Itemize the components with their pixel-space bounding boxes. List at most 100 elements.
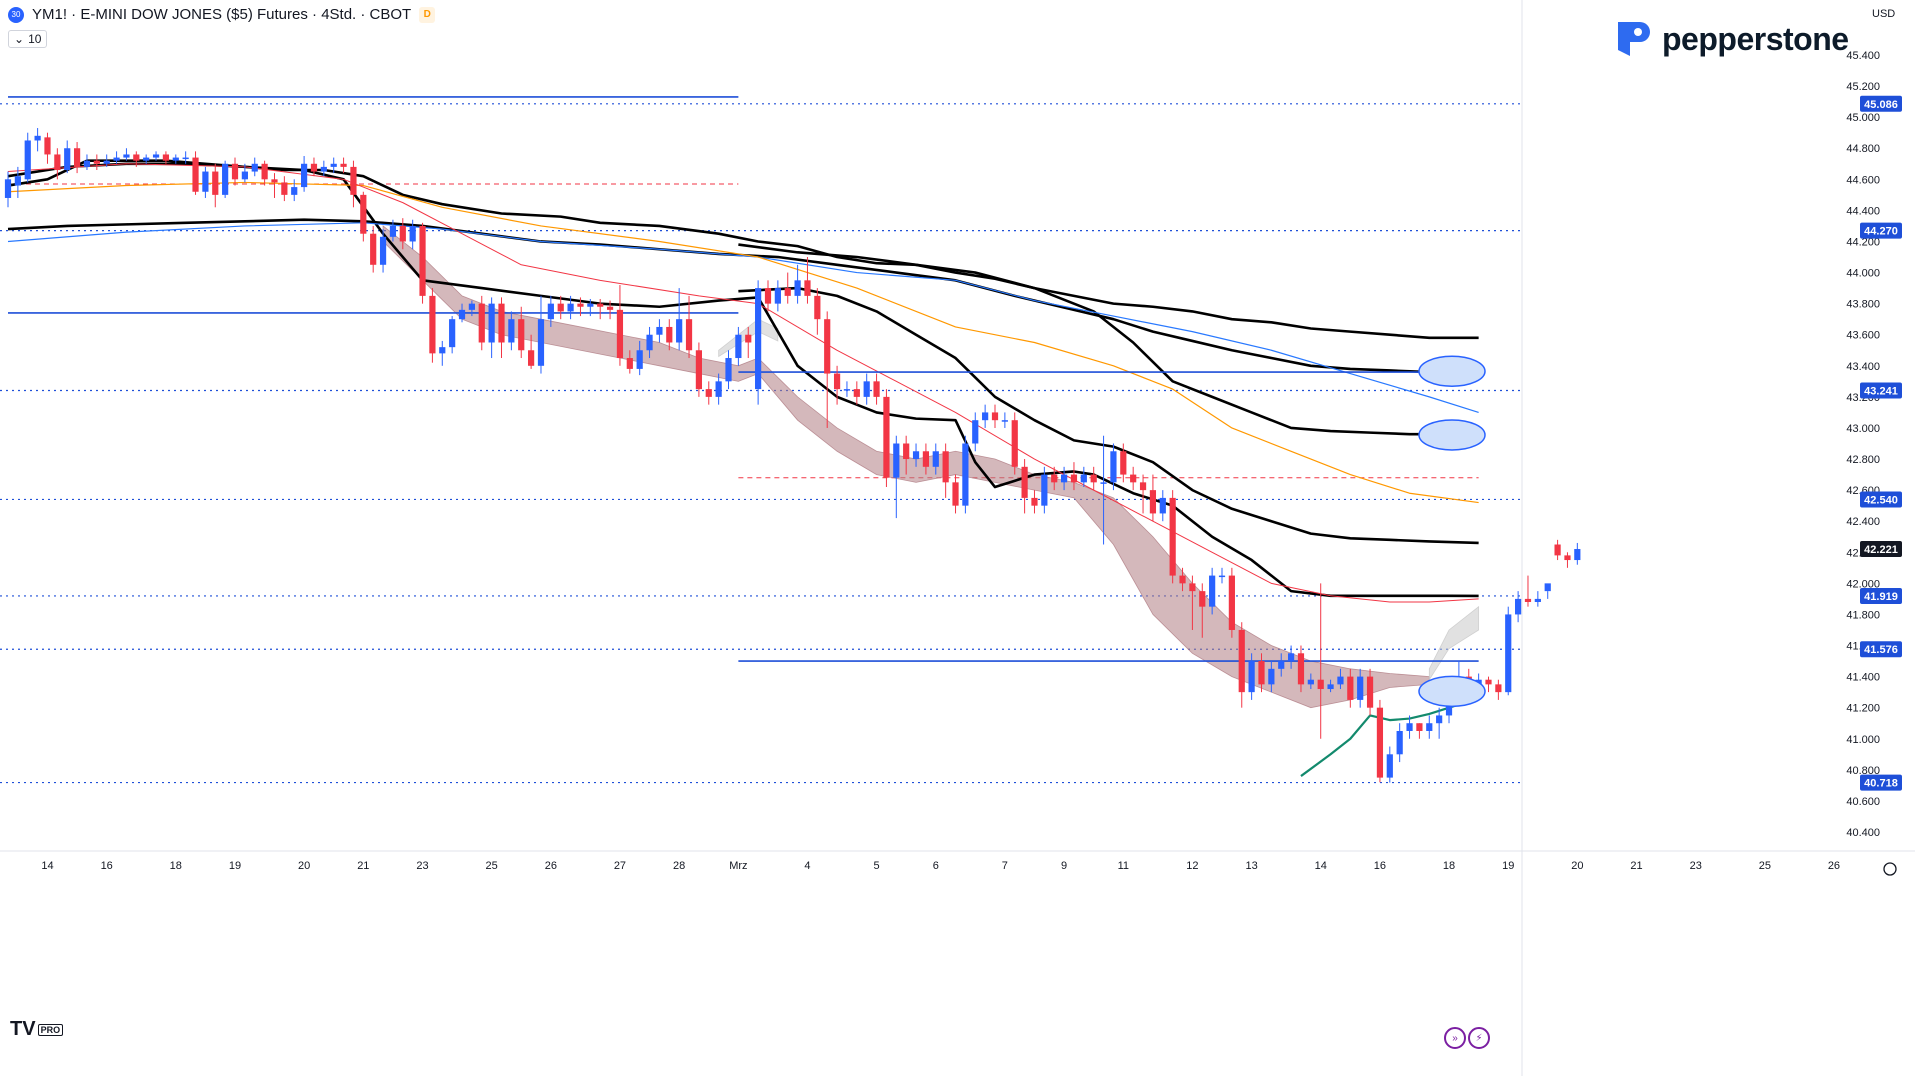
candle-body xyxy=(616,309,624,359)
x-tick-label: 23 xyxy=(1690,860,1702,872)
candle-body xyxy=(1534,598,1541,603)
x-tick-label: 14 xyxy=(1315,860,1327,872)
x-tick-label: 13 xyxy=(1245,860,1257,872)
candle-body xyxy=(1396,730,1403,755)
tradingview-logo[interactable]: TV PRO xyxy=(10,1018,64,1041)
candle-body xyxy=(537,319,545,366)
candle-body xyxy=(597,303,604,307)
candle-body xyxy=(1001,420,1008,422)
candle-body xyxy=(1495,684,1502,693)
candle-body xyxy=(745,334,752,343)
candle-body xyxy=(942,451,949,483)
candle-body xyxy=(1406,723,1413,731)
symbol-title[interactable]: YM1! · E-MINI DOW JONES ($5) Futures · 4… xyxy=(32,6,412,23)
candle-body xyxy=(291,187,298,195)
candle-body xyxy=(646,334,653,351)
volume-legend[interactable]: ⌄ 10 xyxy=(8,30,48,48)
candle-body xyxy=(508,319,515,343)
price-label-text: 45.086 xyxy=(1864,99,1898,111)
candle-body xyxy=(241,171,248,180)
candle-body xyxy=(567,303,574,312)
candle-body xyxy=(1060,474,1068,483)
price-label-text: 41.919 xyxy=(1864,591,1898,603)
candle-body xyxy=(1120,451,1127,475)
candle-body xyxy=(1041,474,1048,506)
indicator-line xyxy=(7,162,1479,598)
y-tick-label: 42.400 xyxy=(1846,516,1880,528)
candle-body xyxy=(73,148,81,167)
candle-body xyxy=(577,303,584,307)
candle-body xyxy=(350,166,357,195)
candle-body xyxy=(4,179,12,198)
y-tick-label: 44.200 xyxy=(1846,236,1880,248)
y-tick-label: 44.400 xyxy=(1846,205,1880,217)
candle-body xyxy=(399,225,406,242)
x-tick-label: 26 xyxy=(1828,860,1840,872)
candle-body xyxy=(271,179,278,183)
candle-body xyxy=(379,236,387,265)
candle-body xyxy=(794,280,801,296)
delayed-badge: D xyxy=(419,6,436,23)
candle-body xyxy=(1505,614,1512,693)
candle-body xyxy=(774,288,781,304)
lightning-icon[interactable]: ⚡ xyxy=(1468,1027,1490,1049)
candle-body xyxy=(1179,575,1186,584)
candle-body xyxy=(666,326,673,343)
candle-body xyxy=(1327,684,1334,690)
candle-body xyxy=(952,482,959,506)
candle-body xyxy=(340,163,347,167)
x-tick-label: 12 xyxy=(1186,860,1198,872)
candle-body xyxy=(1357,676,1364,700)
x-tick-label: 28 xyxy=(673,860,685,872)
candle-body xyxy=(231,163,239,180)
currency-label[interactable]: USD xyxy=(1872,8,1896,20)
tradingview-logo-text: TV xyxy=(10,1018,36,1040)
x-tick-label: 21 xyxy=(357,860,369,872)
candle-body xyxy=(725,358,732,382)
candle-body xyxy=(1524,598,1532,603)
indicator-line xyxy=(7,222,1479,413)
x-tick-label: 19 xyxy=(229,860,241,872)
x-tick-label: 5 xyxy=(873,860,879,872)
candle-body xyxy=(922,451,930,467)
candle-body xyxy=(320,166,327,172)
candle-body xyxy=(1199,591,1206,607)
candle-body xyxy=(1149,490,1157,514)
x-tick-label: 19 xyxy=(1502,860,1514,872)
pro-badge: PRO xyxy=(37,1023,64,1036)
chevron-down-icon[interactable]: ⌄ xyxy=(14,32,25,46)
candle-body xyxy=(705,389,712,397)
indicator-line xyxy=(7,218,1479,374)
candle-body xyxy=(1021,466,1028,498)
candle-body xyxy=(488,303,495,343)
y-tick-label: 45.400 xyxy=(1846,50,1880,62)
settings-icon xyxy=(1883,862,1897,876)
candle-body xyxy=(1209,575,1216,607)
y-tick-label: 41.200 xyxy=(1846,703,1880,715)
candle-body xyxy=(676,319,683,343)
candle-body xyxy=(1070,474,1078,483)
candle-body xyxy=(893,443,900,478)
candle-body xyxy=(429,295,436,354)
candle-body xyxy=(715,381,722,397)
current-price-box xyxy=(1860,541,1902,558)
candle-body xyxy=(873,381,880,397)
candle-body xyxy=(143,157,150,161)
price-label-box xyxy=(1860,382,1902,399)
candle-body xyxy=(301,163,308,188)
candle-body xyxy=(1268,668,1275,685)
candle-body xyxy=(1248,661,1255,693)
candle-body xyxy=(1386,754,1393,778)
candle-body xyxy=(113,157,120,161)
x-tick-label: 18 xyxy=(170,860,182,872)
candle-body xyxy=(1297,653,1305,685)
candle-body xyxy=(587,303,594,307)
replay-icon[interactable]: » xyxy=(1444,1027,1466,1049)
x-tick-label: 25 xyxy=(1759,860,1771,872)
candle-body xyxy=(24,140,31,180)
indicator-line xyxy=(738,243,1479,437)
chart-tools: » ⚡ xyxy=(1444,1027,1490,1049)
candle-body xyxy=(370,233,377,265)
